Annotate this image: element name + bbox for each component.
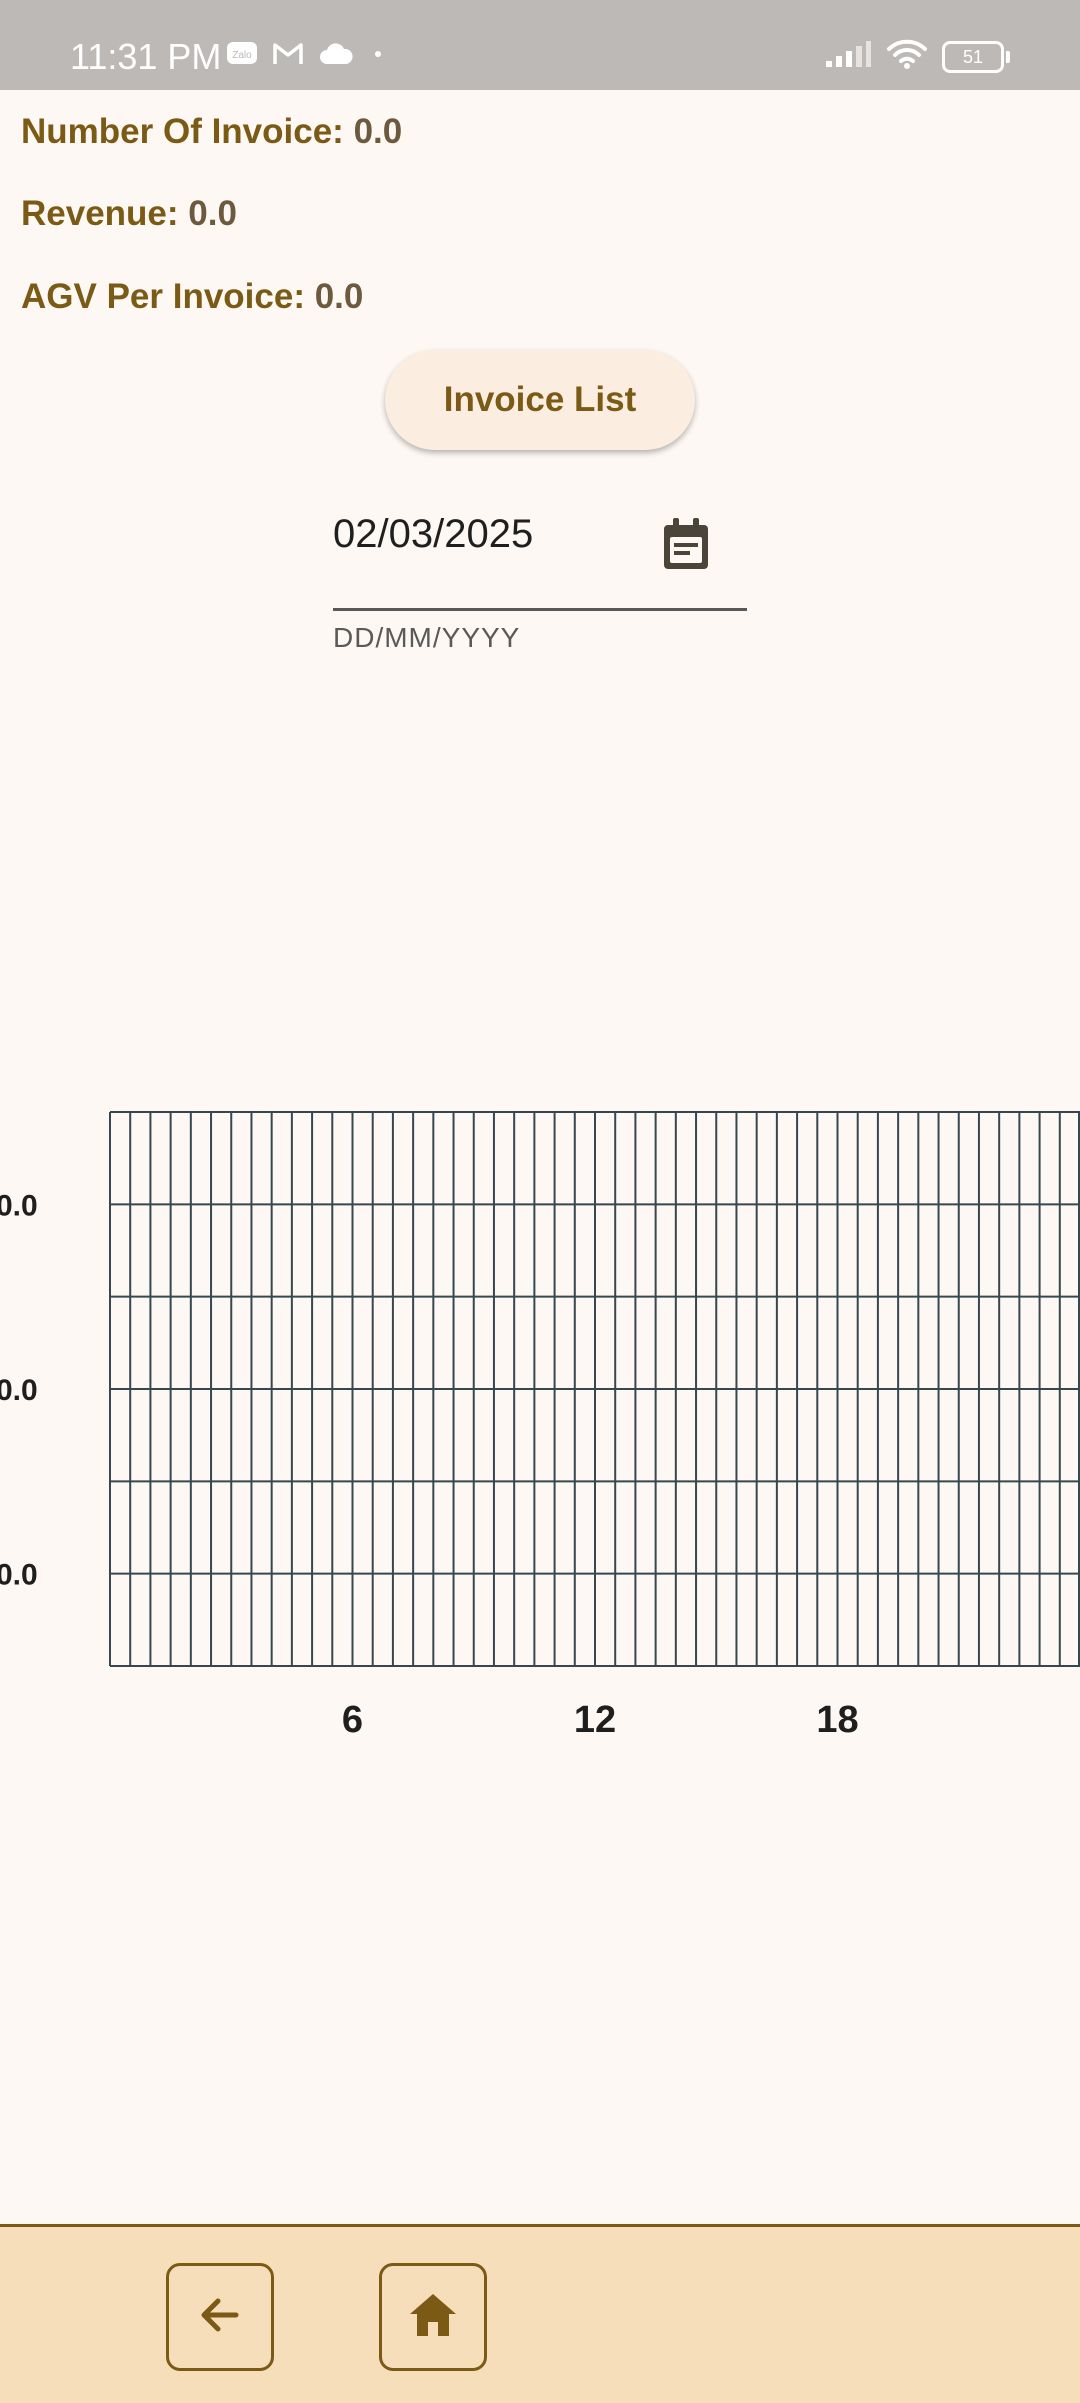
average-label: AGV Per Invoice: [21, 277, 305, 316]
battery-icon: 51 [942, 40, 1010, 73]
hourly-chart: 0.0 0.0 0.0 6 12 18 [0, 1111, 1080, 1741]
date-value[interactable]: 02/03/2025 [333, 512, 534, 556]
calendar-icon[interactable] [661, 516, 711, 577]
average-value: 0.0 [314, 277, 364, 316]
invoice-count-stat: Number Of Invoice: 0.0 [21, 112, 402, 152]
status-bar: 11:31 PM Zalo [0, 0, 1080, 90]
arrow-left-icon [196, 2291, 244, 2344]
revenue-value: 0.0 [188, 194, 237, 233]
back-button[interactable] [166, 2263, 274, 2371]
bottom-nav-bar [0, 2224, 1080, 2403]
chart-grid [109, 1111, 1080, 1667]
date-input[interactable]: 02/03/2025 [333, 500, 747, 611]
y-axis-ticks: 0.0 0.0 0.0 [0, 1189, 38, 1591]
revenue-stat: Revenue: 0.0 [21, 194, 237, 234]
cloud-icon [318, 42, 354, 71]
date-format-hint: DD/MM/YYYY [333, 622, 521, 653]
signal-icon [824, 39, 872, 74]
revenue-label: Revenue: [21, 194, 179, 233]
wifi-icon [886, 38, 928, 75]
y-tick-label: 0.0 [0, 1374, 38, 1407]
svg-text:Zalo: Zalo [232, 50, 252, 61]
status-time: 11:31 PM [70, 36, 222, 77]
y-tick-label: 0.0 [0, 1559, 38, 1592]
invoice-count-label: Number Of Invoice: [21, 112, 344, 151]
notification-icons: Zalo [226, 40, 388, 73]
dot-icon [368, 44, 388, 69]
x-axis-ticks: 6 12 18 [342, 1699, 859, 1741]
invoice-list-button[interactable]: Invoice List [385, 350, 695, 450]
home-icon [407, 2291, 459, 2344]
gmail-icon [272, 41, 304, 72]
y-tick-label: 0.0 [0, 1189, 38, 1222]
zalo-icon: Zalo [226, 40, 258, 73]
invoice-count-value: 0.0 [353, 112, 403, 151]
x-tick-label: 6 [342, 1699, 363, 1741]
home-button[interactable] [379, 2263, 487, 2371]
average-stat: AGV Per Invoice: 0.0 [21, 277, 363, 317]
x-tick-label: 18 [816, 1699, 858, 1741]
system-icons: 51 [824, 38, 1010, 75]
x-tick-label: 12 [574, 1699, 616, 1741]
